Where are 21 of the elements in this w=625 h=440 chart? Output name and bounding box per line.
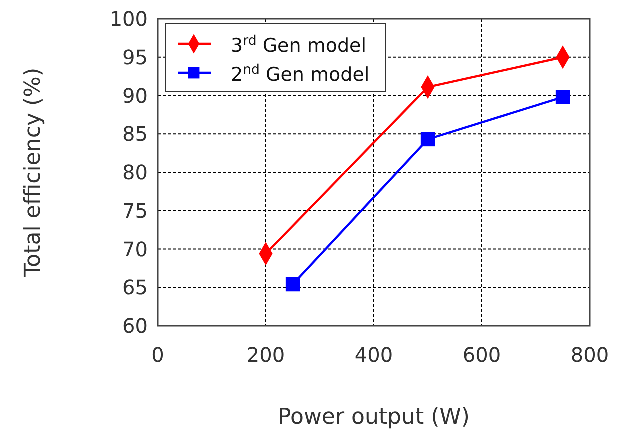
point <box>286 277 300 292</box>
point <box>420 132 436 147</box>
y-tick-label: 60 <box>122 314 148 338</box>
legend-label: 2$^{nd}$ Gen model <box>231 62 370 86</box>
y-tick-label: 85 <box>122 122 148 146</box>
y-tick-label: 95 <box>122 45 148 70</box>
x-tick-label: 400 <box>354 343 394 367</box>
y-tick-label: 70 <box>122 237 148 262</box>
y-tick-label: 90 <box>122 84 148 108</box>
point <box>556 90 570 104</box>
x-tick-label: 600 <box>462 343 502 367</box>
y-axis-title: Total efficiency (%) <box>21 68 46 278</box>
y-tick-label: 75 <box>122 198 148 223</box>
x-tick-label: 800 <box>570 343 610 367</box>
y-tick-label: 65 <box>122 276 148 300</box>
x-axis-title: Power output (W) <box>278 405 470 430</box>
x-tick-label: 0 <box>152 343 164 367</box>
y-tick-label: 80 <box>122 160 148 184</box>
legend-label: 3$^{rd}$ Gen model <box>231 34 366 57</box>
y-tick-label: 100 <box>110 7 148 31</box>
x-tick-label: 200 <box>246 343 286 367</box>
